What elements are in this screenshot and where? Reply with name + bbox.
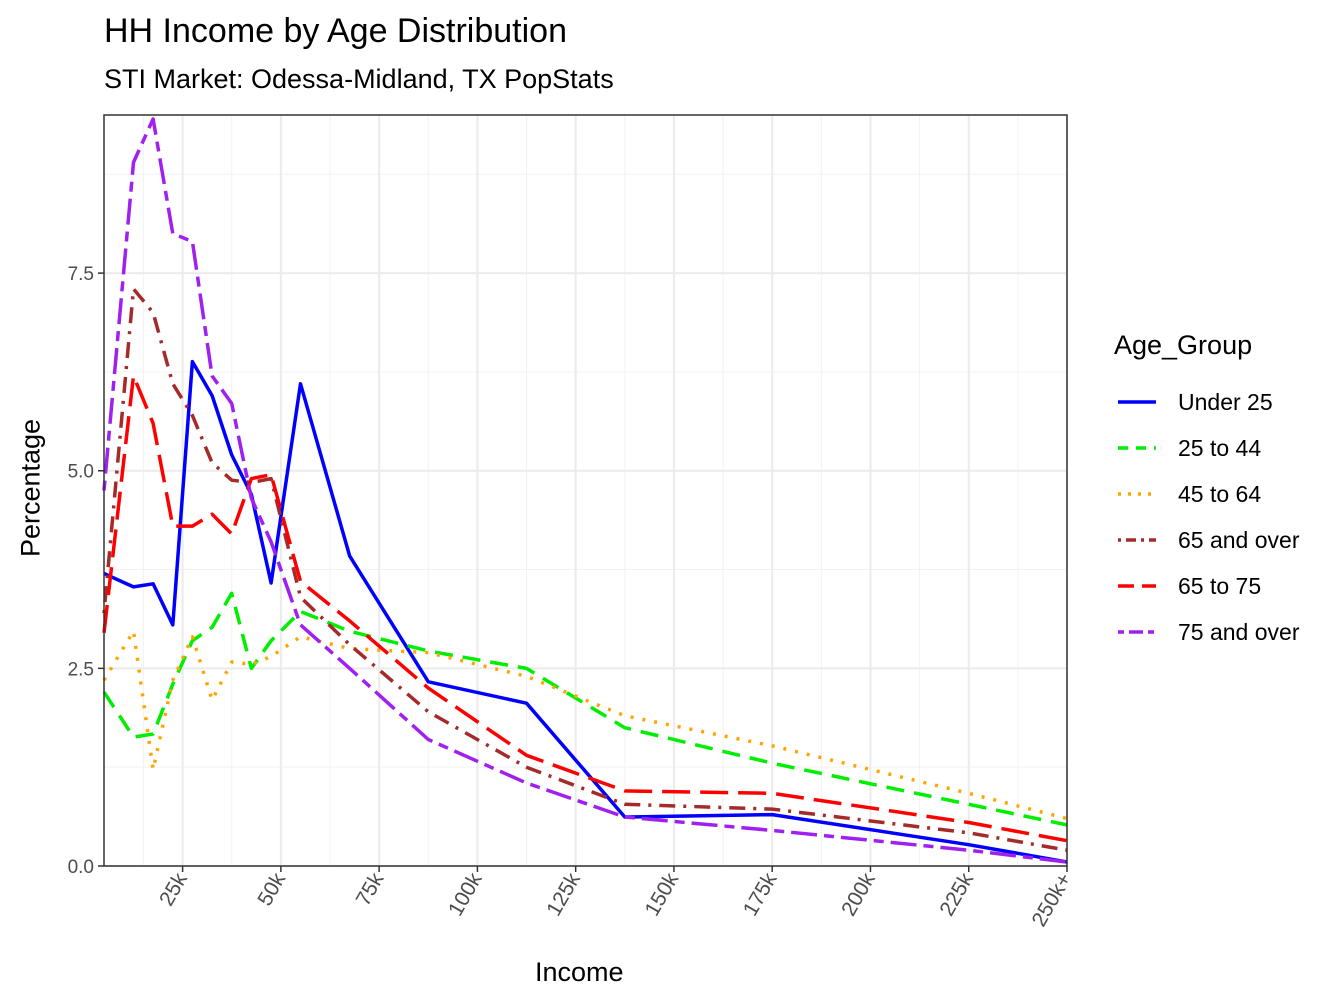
x-tick-label: 25k [155, 869, 192, 910]
legend-item: 45 to 64 [1114, 471, 1299, 517]
legend-item: 75 and over [1114, 609, 1299, 655]
x-tick-label: 175k [739, 869, 782, 920]
x-tick-label: 200k [837, 869, 880, 920]
series-line-1 [103, 359, 1068, 864]
legend-label: 25 to 44 [1178, 434, 1262, 461]
legend-label: 75 and over [1178, 618, 1300, 645]
y-tick-label: 2.5 [68, 659, 94, 680]
legend-key [1118, 446, 1156, 450]
x-tick-label: 150k [641, 869, 684, 920]
legend-key [1118, 630, 1156, 634]
legend-items: Under 25 25 to 44 45 to 64 65 and over 65 to… [1114, 379, 1299, 655]
legend-title: Age_Group [1114, 330, 1253, 360]
legend-item: 25 to 44 [1114, 425, 1299, 471]
chart-title: HH Income by Age Distribution [104, 12, 567, 50]
y-tick-label: 7.5 [68, 264, 94, 285]
legend-label: 65 to 75 [1178, 572, 1262, 599]
x-tick-label: 125k [542, 869, 585, 920]
x-tick-label: 50k [253, 869, 290, 910]
legend-item: Under 25 [1114, 379, 1299, 425]
series-line-6 [102, 117, 1068, 864]
y-axis-title: Percentage [15, 418, 46, 558]
y-tick-label: 0.0 [68, 857, 94, 878]
series-line-5 [102, 374, 1068, 843]
series-line-4 [102, 287, 1068, 852]
chart-subtitle: STI Market: Odessa-Midland, TX PopStats [104, 64, 614, 94]
series-layer [102, 117, 1068, 864]
legend-item: 65 and over [1114, 517, 1299, 563]
legend-item: 65 to 75 [1114, 563, 1299, 609]
x-tick-label: 225k [935, 869, 978, 920]
legend-label: 45 to 64 [1178, 480, 1262, 507]
legend-key [1118, 400, 1156, 404]
plot-panel [104, 115, 1067, 866]
x-axis-title: Income [535, 957, 624, 987]
legend-label: 65 and over [1178, 526, 1300, 553]
legend: Age_Group Under 25 25 to 44 45 to 64 65 and… [1114, 330, 1299, 655]
x-tick-label: 250k+ [1028, 869, 1077, 931]
x-tick-label: 75k [352, 869, 389, 910]
plot-border [103, 114, 1068, 867]
legend-key [1118, 492, 1156, 496]
x-tick-label: 100k [444, 869, 487, 920]
y-tick-label: 5.0 [68, 462, 94, 483]
legend-key [1118, 538, 1156, 542]
legend-label: Under 25 [1178, 388, 1273, 415]
series-line-2 [102, 591, 1068, 827]
legend-key [1118, 584, 1156, 588]
